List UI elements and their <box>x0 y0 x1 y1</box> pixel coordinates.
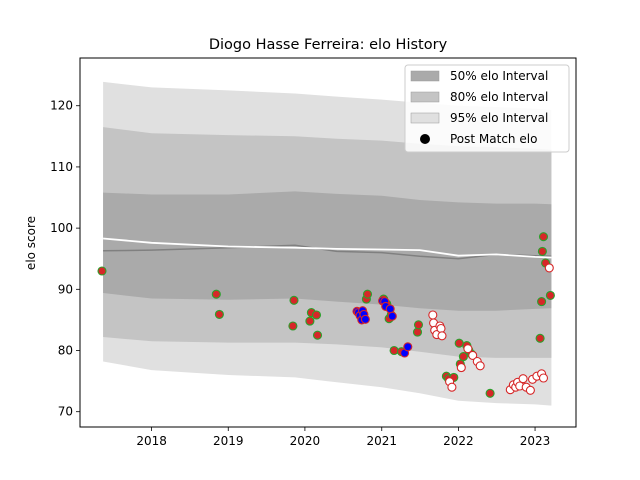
data-point-green-fill <box>413 320 424 330</box>
data-point-green-fill <box>214 309 224 319</box>
data-point-green-fill <box>305 316 315 326</box>
elo-line <box>103 237 552 259</box>
y-axis-ticks: 70 80 90 100 110 120 <box>50 99 80 419</box>
data-point-white-fill <box>437 331 447 341</box>
data-point-blue-fill <box>360 314 370 324</box>
x-tick-label: 2023 <box>520 434 551 448</box>
data-point-green-fill <box>545 290 555 300</box>
data-point-green-fill <box>412 327 423 337</box>
legend-swatch <box>410 112 440 124</box>
data-point-green-fill <box>454 338 464 348</box>
plot-frame <box>79 57 577 428</box>
data-point-green-fill <box>311 310 322 320</box>
y-tick-label: 80 <box>58 344 73 358</box>
data-point-white-fill <box>518 374 528 384</box>
x-tick-label: 2019 <box>213 434 244 448</box>
data-point-white-fill <box>436 323 446 334</box>
data-point-white-fill <box>447 382 457 392</box>
y-tick-label: 70 <box>58 405 73 419</box>
elo-lines <box>103 237 552 260</box>
data-point-blue-fill <box>385 304 395 314</box>
x-tick-label: 2022 <box>443 434 474 448</box>
data-point-green-fill <box>97 266 107 276</box>
y-tick-label: 90 <box>58 282 73 296</box>
legend-swatch <box>410 91 440 103</box>
data-point-white-fill <box>456 363 466 373</box>
data-point-green-fill <box>537 246 547 256</box>
data-point-blue-fill <box>403 342 413 352</box>
data-point-green-fill <box>538 232 549 242</box>
band-50-interval <box>103 191 552 311</box>
legend-label: 95% elo Interval <box>450 111 548 125</box>
data-point-white-fill <box>538 373 549 383</box>
data-point-green-fill <box>485 388 495 398</box>
y-tick-label: 110 <box>50 160 73 174</box>
data-point-green-fill <box>458 352 468 362</box>
x-axis-ticks: 2018 2019 2020 2021 2022 2023 <box>136 427 550 448</box>
y-tick-label: 100 <box>50 221 73 235</box>
data-point-green-fill <box>362 289 373 299</box>
legend-label: Post Match elo <box>450 132 537 146</box>
data-point-white-fill <box>463 344 473 354</box>
data-point-green-fill <box>211 289 221 299</box>
data-point-green-fill <box>389 345 399 356</box>
chart-title: Diogo Hasse Ferreira: elo History <box>209 37 448 53</box>
x-tick-label: 2021 <box>366 434 397 448</box>
data-point-green-fill <box>535 333 545 343</box>
legend-marker <box>420 134 430 144</box>
legend-label: 80% elo Interval <box>450 90 548 104</box>
data-point-white-fill <box>468 350 478 360</box>
data-point-green-fill <box>537 297 547 307</box>
data-point-green-fill <box>288 321 298 331</box>
legend-swatch <box>410 70 440 82</box>
y-axis-label: elo score <box>24 216 38 270</box>
data-point-white-fill <box>525 385 535 395</box>
data-point-green-fill <box>312 330 323 340</box>
legend: 50% elo Interval 80% elo Interval 95% elo … <box>404 64 570 153</box>
post-match-points <box>97 232 555 398</box>
legend-frame <box>404 64 570 153</box>
data-point-white-fill <box>475 361 485 371</box>
x-tick-label: 2020 <box>290 434 321 448</box>
legend-label: 50% elo Interval <box>450 69 548 83</box>
y-tick-label: 120 <box>50 99 73 113</box>
data-point-blue-fill <box>387 311 397 321</box>
data-point-white-fill <box>544 263 554 273</box>
data-point-green-fill <box>289 295 299 305</box>
data-point-white-fill <box>428 310 438 320</box>
x-tick-label: 2018 <box>136 434 167 448</box>
